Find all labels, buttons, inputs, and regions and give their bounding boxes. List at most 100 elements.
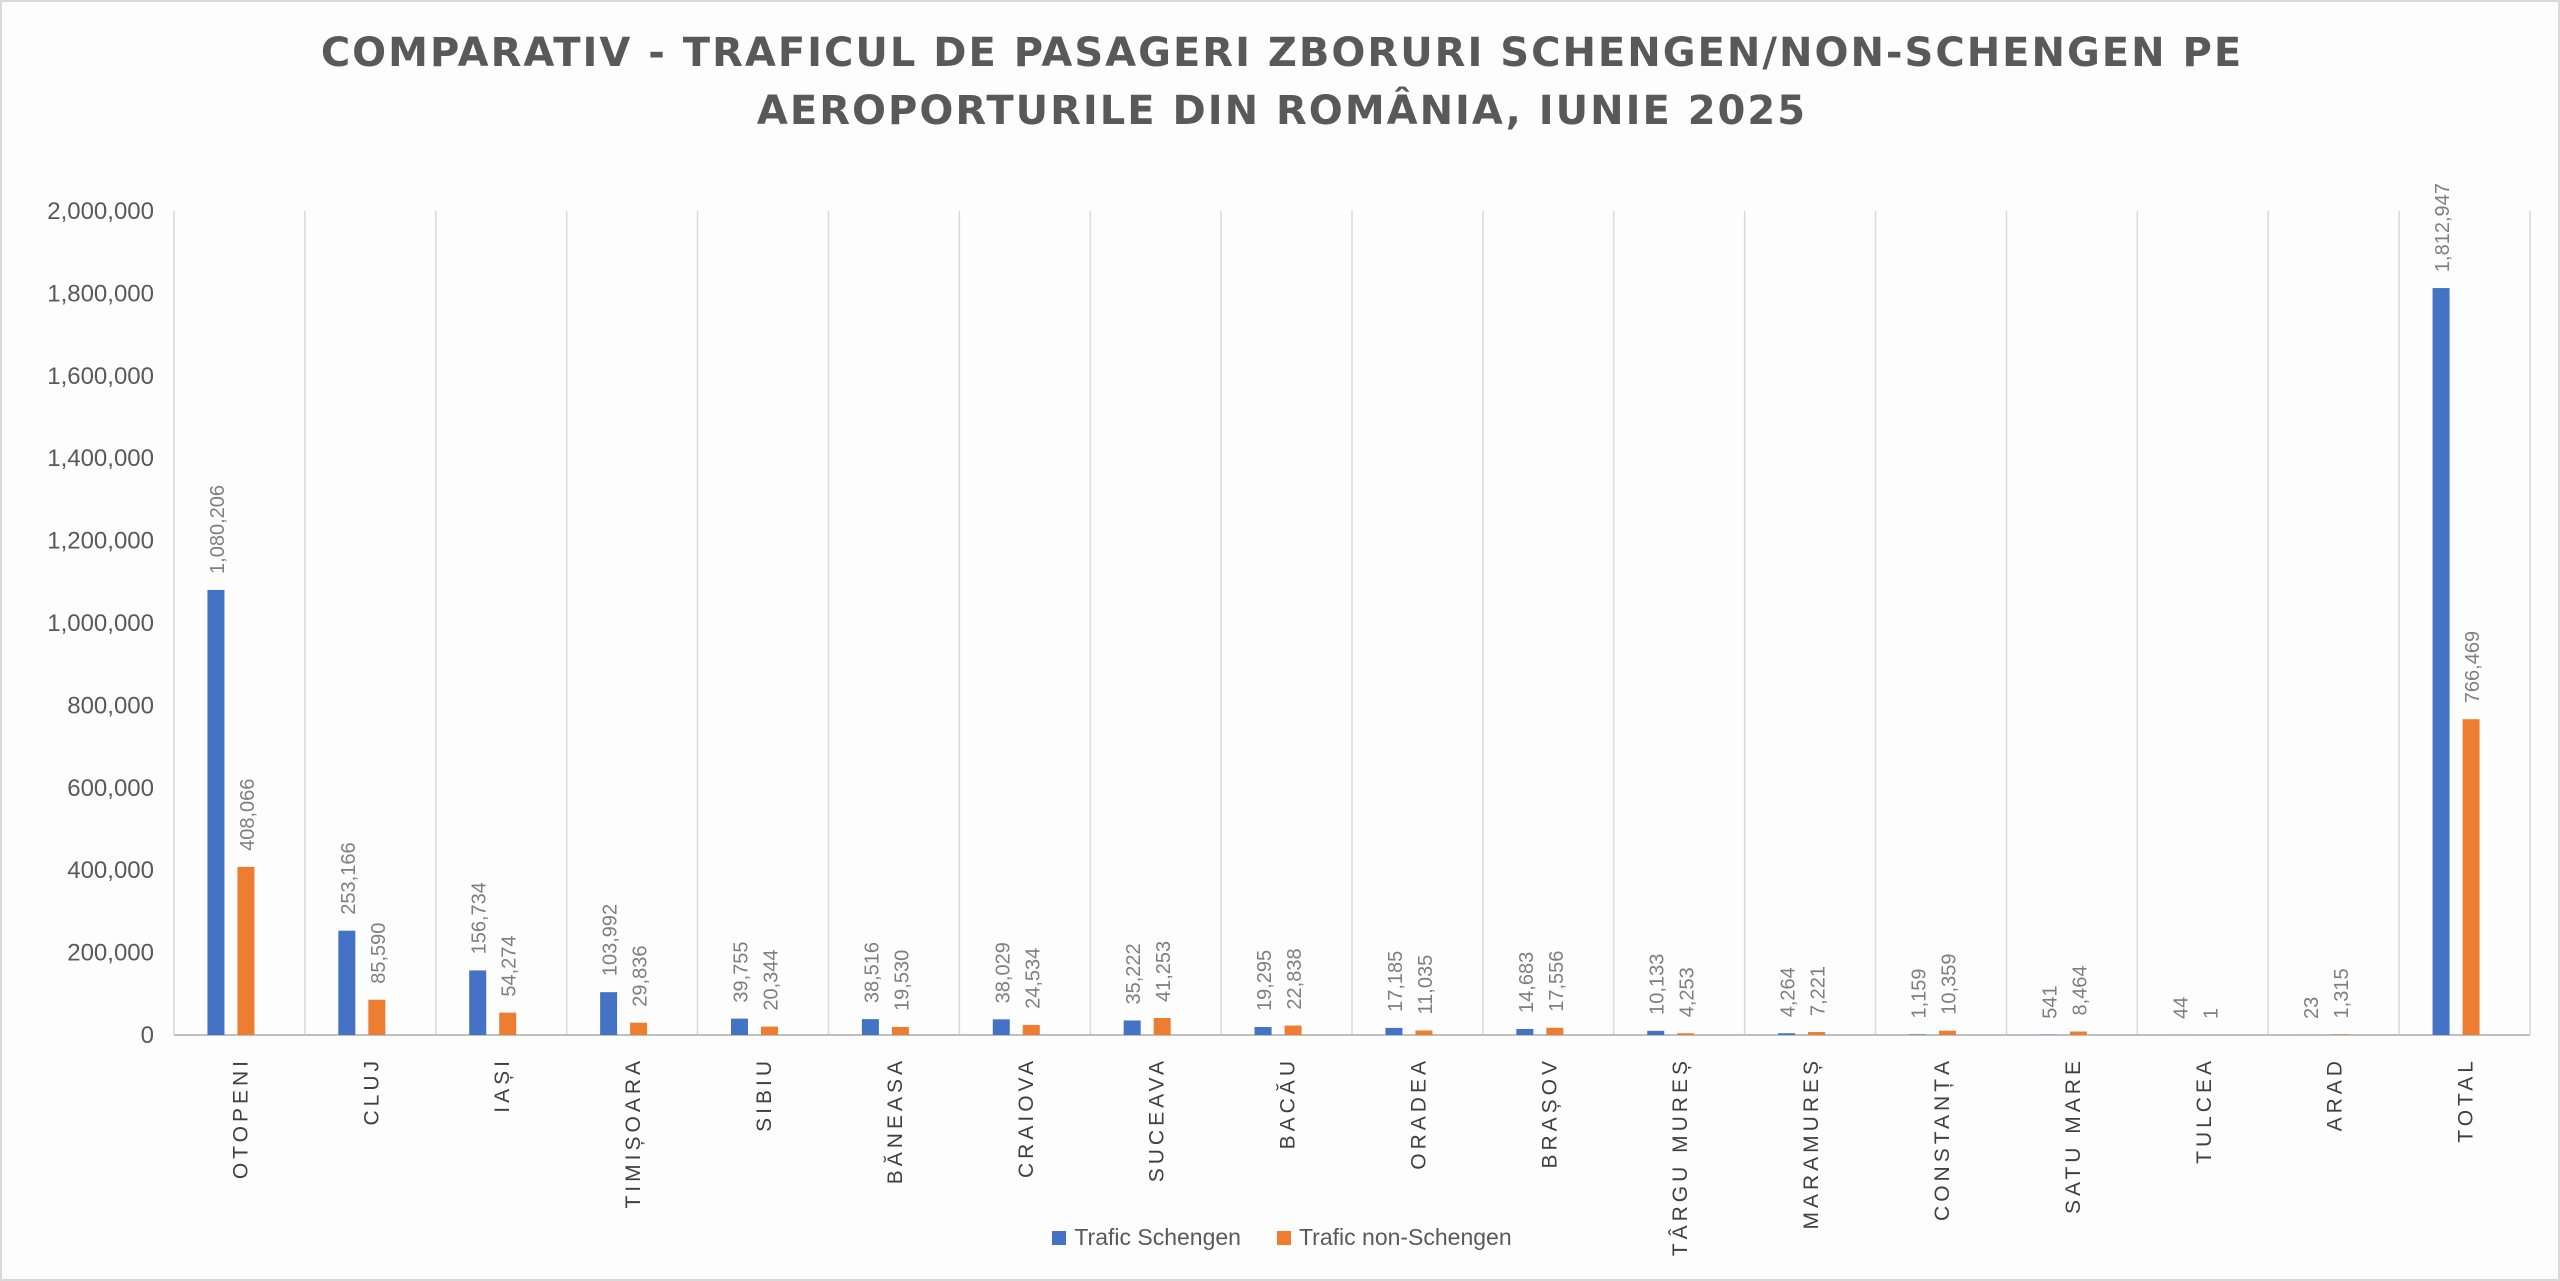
- bar-non-schengen: [2069, 1031, 2087, 1035]
- category-label: CRAIOVA: [1015, 1057, 1038, 1178]
- bar-schengen: [1778, 1033, 1796, 1035]
- data-label-non-schengen: 10,359: [1939, 954, 1961, 1015]
- category-label: CONSTANȚA: [1931, 1057, 1954, 1221]
- grid-lines: [173, 211, 2531, 1035]
- legend-item-schengen[interactable]: Trafic Schengen: [1052, 1224, 1241, 1251]
- category-label: TIMIȘOARA: [622, 1057, 645, 1209]
- bar-schengen: [338, 930, 356, 1035]
- bar-non-schengen: [1546, 1027, 1564, 1035]
- bar-non-schengen: [761, 1026, 778, 1035]
- data-label-schengen: 19,295: [1254, 950, 1276, 1011]
- category-label: CLUJ: [360, 1057, 383, 1126]
- legend-swatch-non-schengen: [1276, 1230, 1291, 1245]
- y-tick-label: 0: [141, 1022, 154, 1049]
- data-label-schengen: 156,734: [469, 882, 491, 954]
- y-tick-label: 400,000: [67, 857, 154, 884]
- data-label-schengen: 38,516: [861, 942, 883, 1003]
- data-label-non-schengen: 7,221: [1808, 966, 1830, 1016]
- bar-non-schengen: [1415, 1030, 1433, 1035]
- category-label: SUCEAVA: [1146, 1057, 1169, 1182]
- category-label: BĂNEASA: [884, 1057, 907, 1184]
- category-label: ORADEA: [1407, 1057, 1430, 1170]
- bar-non-schengen: [2331, 1034, 2349, 1035]
- category-label: TULCEA: [2193, 1057, 2216, 1164]
- category-label: TOTAL: [2455, 1057, 2478, 1143]
- legend-label-schengen: Trafic Schengen: [1074, 1224, 1241, 1250]
- data-label-non-schengen: 24,534: [1022, 948, 1044, 1009]
- category-label: BACĂU: [1277, 1057, 1300, 1149]
- bar-schengen: [207, 589, 225, 1035]
- data-label-non-schengen: 1,315: [2331, 968, 2353, 1018]
- bar-schengen: [731, 1018, 748, 1035]
- bar-schengen: [861, 1019, 879, 1035]
- data-label-non-schengen: 4,253: [1677, 967, 1699, 1017]
- data-label-non-schengen: 19,530: [891, 950, 913, 1011]
- y-tick-label: 800,000: [67, 692, 154, 719]
- legend-swatch-schengen: [1052, 1230, 1067, 1245]
- legend-label-non-schengen: Trafic non-Schengen: [1298, 1224, 1512, 1250]
- legend-item-non-schengen[interactable]: Trafic non-Schengen: [1276, 1224, 1512, 1251]
- category-label: OTOPENI: [229, 1057, 252, 1179]
- bar-schengen: [2432, 288, 2450, 1036]
- y-tick-label: 1,200,000: [47, 528, 154, 555]
- data-label-schengen: 1,159: [1909, 968, 1931, 1018]
- y-axis-tick-labels: 0 200,000 400,000 600,000 800,000 1,000,000 1,…: [47, 198, 154, 1049]
- category-labels: OTOPENI CLUJ IAȘI TIMIȘOARA SIBIU BĂNEASA CRAI…: [229, 1057, 2477, 1256]
- data-label-schengen: 253,166: [338, 842, 360, 914]
- data-label-schengen: 103,992: [600, 904, 622, 976]
- data-label-non-schengen: 766,469: [2462, 631, 2484, 703]
- category-label: IAȘI: [491, 1057, 514, 1113]
- bar-schengen: [992, 1019, 1010, 1035]
- bar-non-schengen: [237, 866, 255, 1035]
- data-label-schengen: 35,222: [1123, 943, 1145, 1004]
- bar-non-schengen: [499, 1012, 517, 1035]
- y-tick-label: 1,000,000: [47, 610, 154, 637]
- data-label-schengen: 541: [2039, 985, 2061, 1018]
- bar-schengen: [1516, 1028, 1534, 1035]
- data-label-schengen: 1,080,206: [207, 485, 229, 574]
- data-labels: 1,080,206 408,066 253,166 85,590 156,734 54,2…: [207, 183, 2484, 1019]
- data-label-non-schengen: 20,344: [761, 949, 783, 1010]
- y-tick-label: 600,000: [67, 775, 154, 802]
- data-label-schengen: 17,185: [1385, 951, 1407, 1012]
- data-label-schengen: 39,755: [731, 941, 753, 1002]
- bar-schengen: [1254, 1027, 1272, 1035]
- y-tick-label: 1,800,000: [47, 280, 154, 307]
- data-label-non-schengen: 41,253: [1153, 941, 1175, 1002]
- bar-non-schengen: [1022, 1024, 1040, 1035]
- category-label: SATU MARE: [2062, 1057, 2085, 1214]
- y-tick-label: 1,400,000: [47, 445, 154, 472]
- bar-non-schengen: [368, 999, 386, 1035]
- bar-schengen: [1123, 1020, 1141, 1035]
- category-label: TÂRGU MUREȘ: [1669, 1057, 1692, 1256]
- data-label-schengen: 10,133: [1647, 954, 1669, 1015]
- data-label-schengen: 23: [2301, 997, 2323, 1019]
- chart-title-line-1: COMPARATIV - TRAFICUL DE PASAGERI ZBORUR…: [320, 30, 2244, 76]
- bar-schengen: [600, 992, 618, 1035]
- data-label-non-schengen: 11,035: [1415, 955, 1437, 1015]
- category-label: MARAMUREȘ: [1800, 1057, 1823, 1230]
- bar-non-schengen: [2462, 719, 2480, 1035]
- category-label: BRAȘOV: [1538, 1057, 1561, 1169]
- bar-non-schengen: [891, 1026, 909, 1035]
- bars: [207, 288, 2480, 1036]
- data-label-non-schengen: 22,838: [1284, 948, 1306, 1009]
- data-label-non-schengen: 408,066: [237, 779, 259, 851]
- data-label-schengen: 14,683: [1516, 952, 1538, 1013]
- data-label-schengen: 44: [2170, 997, 2192, 1019]
- bar-schengen: [1385, 1027, 1403, 1035]
- category-label: SIBIU: [753, 1057, 776, 1132]
- data-label-schengen: 1,812,947: [2432, 183, 2454, 272]
- y-tick-label: 200,000: [67, 940, 154, 967]
- bar-non-schengen: [1284, 1025, 1302, 1035]
- category-label: ARAD: [2324, 1057, 2347, 1131]
- data-label-non-schengen: 29,836: [630, 946, 652, 1007]
- data-label-non-schengen: 1: [2200, 1008, 2222, 1019]
- y-tick-label: 1,600,000: [47, 363, 154, 390]
- y-tick-label: 2,000,000: [47, 198, 154, 225]
- bar-schengen: [469, 970, 487, 1035]
- data-label-non-schengen: 17,556: [1546, 951, 1568, 1012]
- bar-non-schengen: [1939, 1030, 1956, 1035]
